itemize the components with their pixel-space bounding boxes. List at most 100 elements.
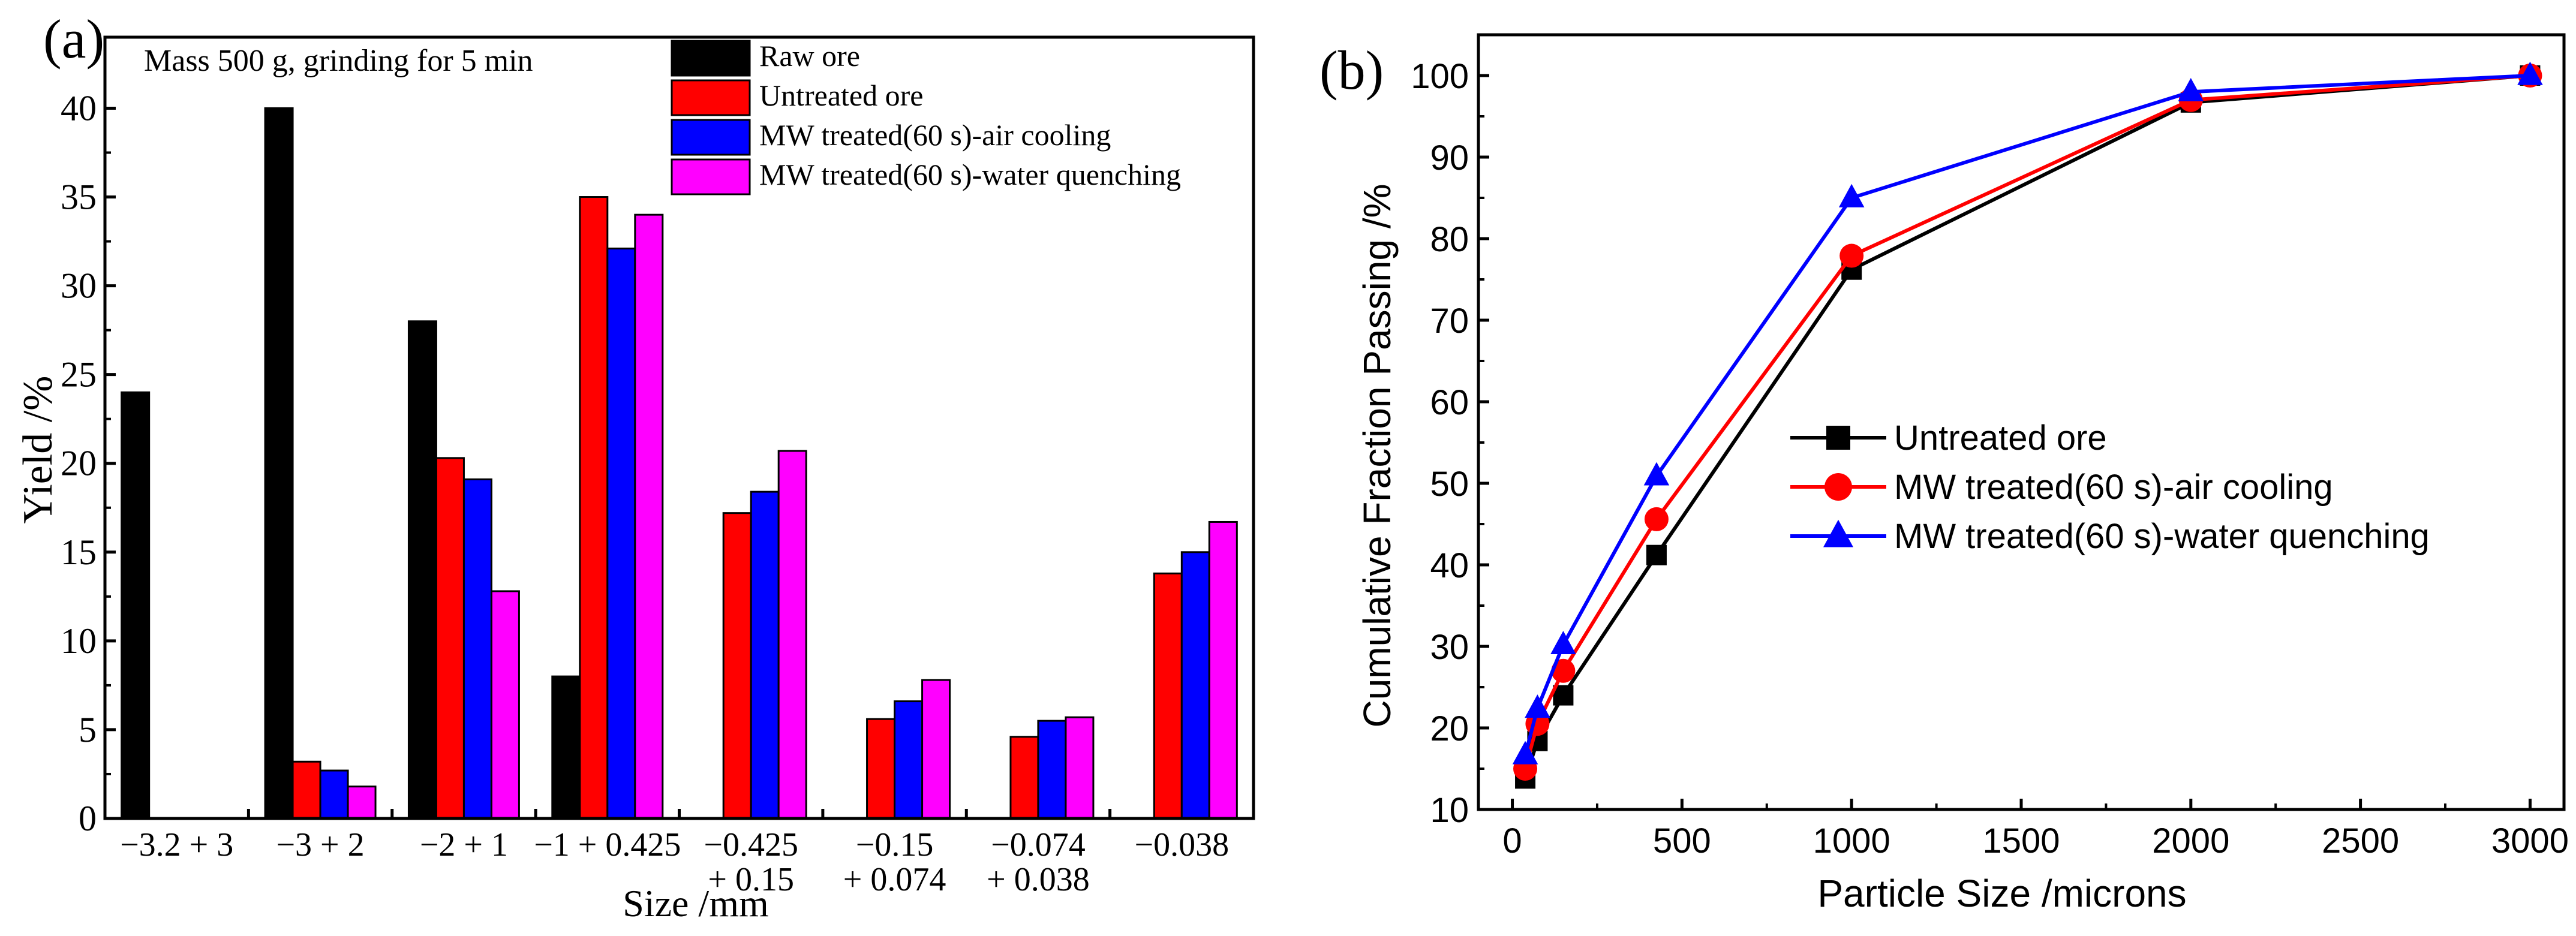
y-tick-label: 40 [61,88,97,128]
legend-label: Untreated ore [759,79,923,112]
x-tick-label: 1500 [1982,821,2060,860]
bar [777,450,807,820]
data-point-triangle [1643,462,1670,486]
y-tick-label: 20 [61,444,97,483]
y-tick-label: 60 [1430,383,1469,422]
y-tick-label: 35 [61,177,97,217]
legend-swatch [671,158,751,195]
x-tick-label: −0.038 [1135,826,1230,863]
bar [1037,720,1067,820]
panel-a-x-axis-label: Size /mm [623,882,769,925]
bar [490,590,520,820]
data-point-triangle [1512,741,1538,765]
panel-a-label: (a) [43,8,104,70]
panel-a-axes: 0 5 10 15 20 25 30 35 40 −3.2 + 3 −3 + 2 −2 + 1 −1 +… [61,88,1255,898]
legend-label: MW treated(60 s)-air cooling [759,118,1111,152]
x-tick-label: + 0.15 [708,861,794,898]
series-line [1523,74,2530,756]
y-tick-label: 80 [1430,220,1469,259]
legend-swatch [671,119,751,156]
data-point-triangle [1823,519,1853,547]
legend-label: MW treated(60 s)-water quenching [1894,517,2430,556]
panel-b-x-axis-label: Particle Size /microns [1817,872,2186,915]
bar [462,478,492,820]
data-point-triangle [1550,631,1576,654]
panel-b-label: (b) [1319,40,1384,101]
panel-b-legend: Untreated ore MW treated(60 s)-air coolin… [1790,419,2430,556]
y-tick-label: 10 [61,621,97,661]
data-point-triangle [2178,78,2204,101]
y-tick-label: 25 [61,355,97,395]
panel-b: (b) 0 500 1000 1500 2000 2500 3000 10 20 30 40 50 60… [1319,33,2569,915]
data-point-circle [1644,507,1669,531]
bar [579,196,609,820]
panel-a-legend: Raw ore Untreated ore MW treated(60 s)-air… [671,39,1181,195]
bar [634,213,664,820]
data-point-triangle [1525,694,1550,718]
data-point-circle [1824,473,1852,501]
bar [291,760,321,820]
bar [1208,520,1238,820]
x-tick-label: + 0.074 [843,861,946,898]
bar [606,247,636,820]
x-tick-label: 0 [1502,821,1522,860]
y-tick-label: 40 [1430,546,1469,585]
x-tick-label: −0.15 [856,826,934,863]
bar [921,679,951,820]
y-tick-label: 70 [1430,302,1469,341]
x-tick-label: −3 + 2 [276,826,364,863]
panel-a-bars [121,107,1238,820]
y-tick-label: 10 [1430,791,1469,830]
legend-swatch [671,79,751,116]
panel-a-plot-frame [103,35,1255,820]
x-tick-label: −0.425 [704,826,798,863]
panel-b-y-axis-label: Cumulative Fraction Passing /% [1355,183,1399,727]
x-tick-label: −3.2 + 3 [120,826,233,863]
bar [722,512,752,820]
bar [1180,551,1210,820]
legend-label: Untreated ore [1894,419,2107,458]
data-point-triangle [1838,183,1865,207]
data-point-triangle [2517,61,2543,85]
x-tick-label: 3000 [2491,821,2569,860]
x-tick-label: + 0.038 [987,861,1090,898]
y-tick-label: 5 [79,710,97,750]
x-tick-label: 2000 [2152,821,2229,860]
x-tick-label: −0.074 [991,826,1086,863]
legend-label: Raw ore [759,39,860,73]
panel-b-series [1512,61,2543,789]
panel-a-annotation: Mass 500 g, grinding for 5 min [144,44,533,78]
bar [435,457,465,820]
y-tick-label: 0 [79,799,97,838]
legend-label: MW treated(60 s)-air cooling [1894,468,2333,507]
bar [1009,736,1039,820]
data-point-square [1826,426,1850,450]
bar [347,785,377,820]
bar [551,675,581,820]
bar [894,700,924,820]
x-tick-label: 1000 [1813,821,1890,860]
y-tick-label: 30 [61,266,97,306]
y-tick-label: 90 [1430,139,1469,177]
bar [1065,716,1095,820]
y-tick-label: 50 [1430,465,1469,504]
bar [407,320,437,820]
bar [121,391,151,820]
bar [264,107,294,820]
legend-swatch [671,40,751,77]
legend-label: MW treated(60 s)-water quenching [759,158,1181,191]
bar [750,490,780,820]
panel-b-plot-frame [1477,33,2566,811]
x-tick-label: 500 [1653,821,1711,860]
panel-a: (a) 0 5 10 15 20 25 30 35 40 −3.2 + 3 −3 + 2 −2 + 1… [15,8,1255,925]
bar [319,769,349,820]
y-tick-label: 100 [1411,57,1469,96]
y-tick-label: 20 [1430,709,1469,748]
bar [866,718,896,820]
y-tick-label: 15 [61,532,97,572]
x-tick-label: 2500 [2322,821,2399,860]
panel-b-axes: 0 500 1000 1500 2000 2500 3000 10 20 30 40 50 60 70 80… [1411,57,2569,860]
bar [1153,572,1183,820]
x-tick-label: −1 + 0.425 [534,826,681,863]
